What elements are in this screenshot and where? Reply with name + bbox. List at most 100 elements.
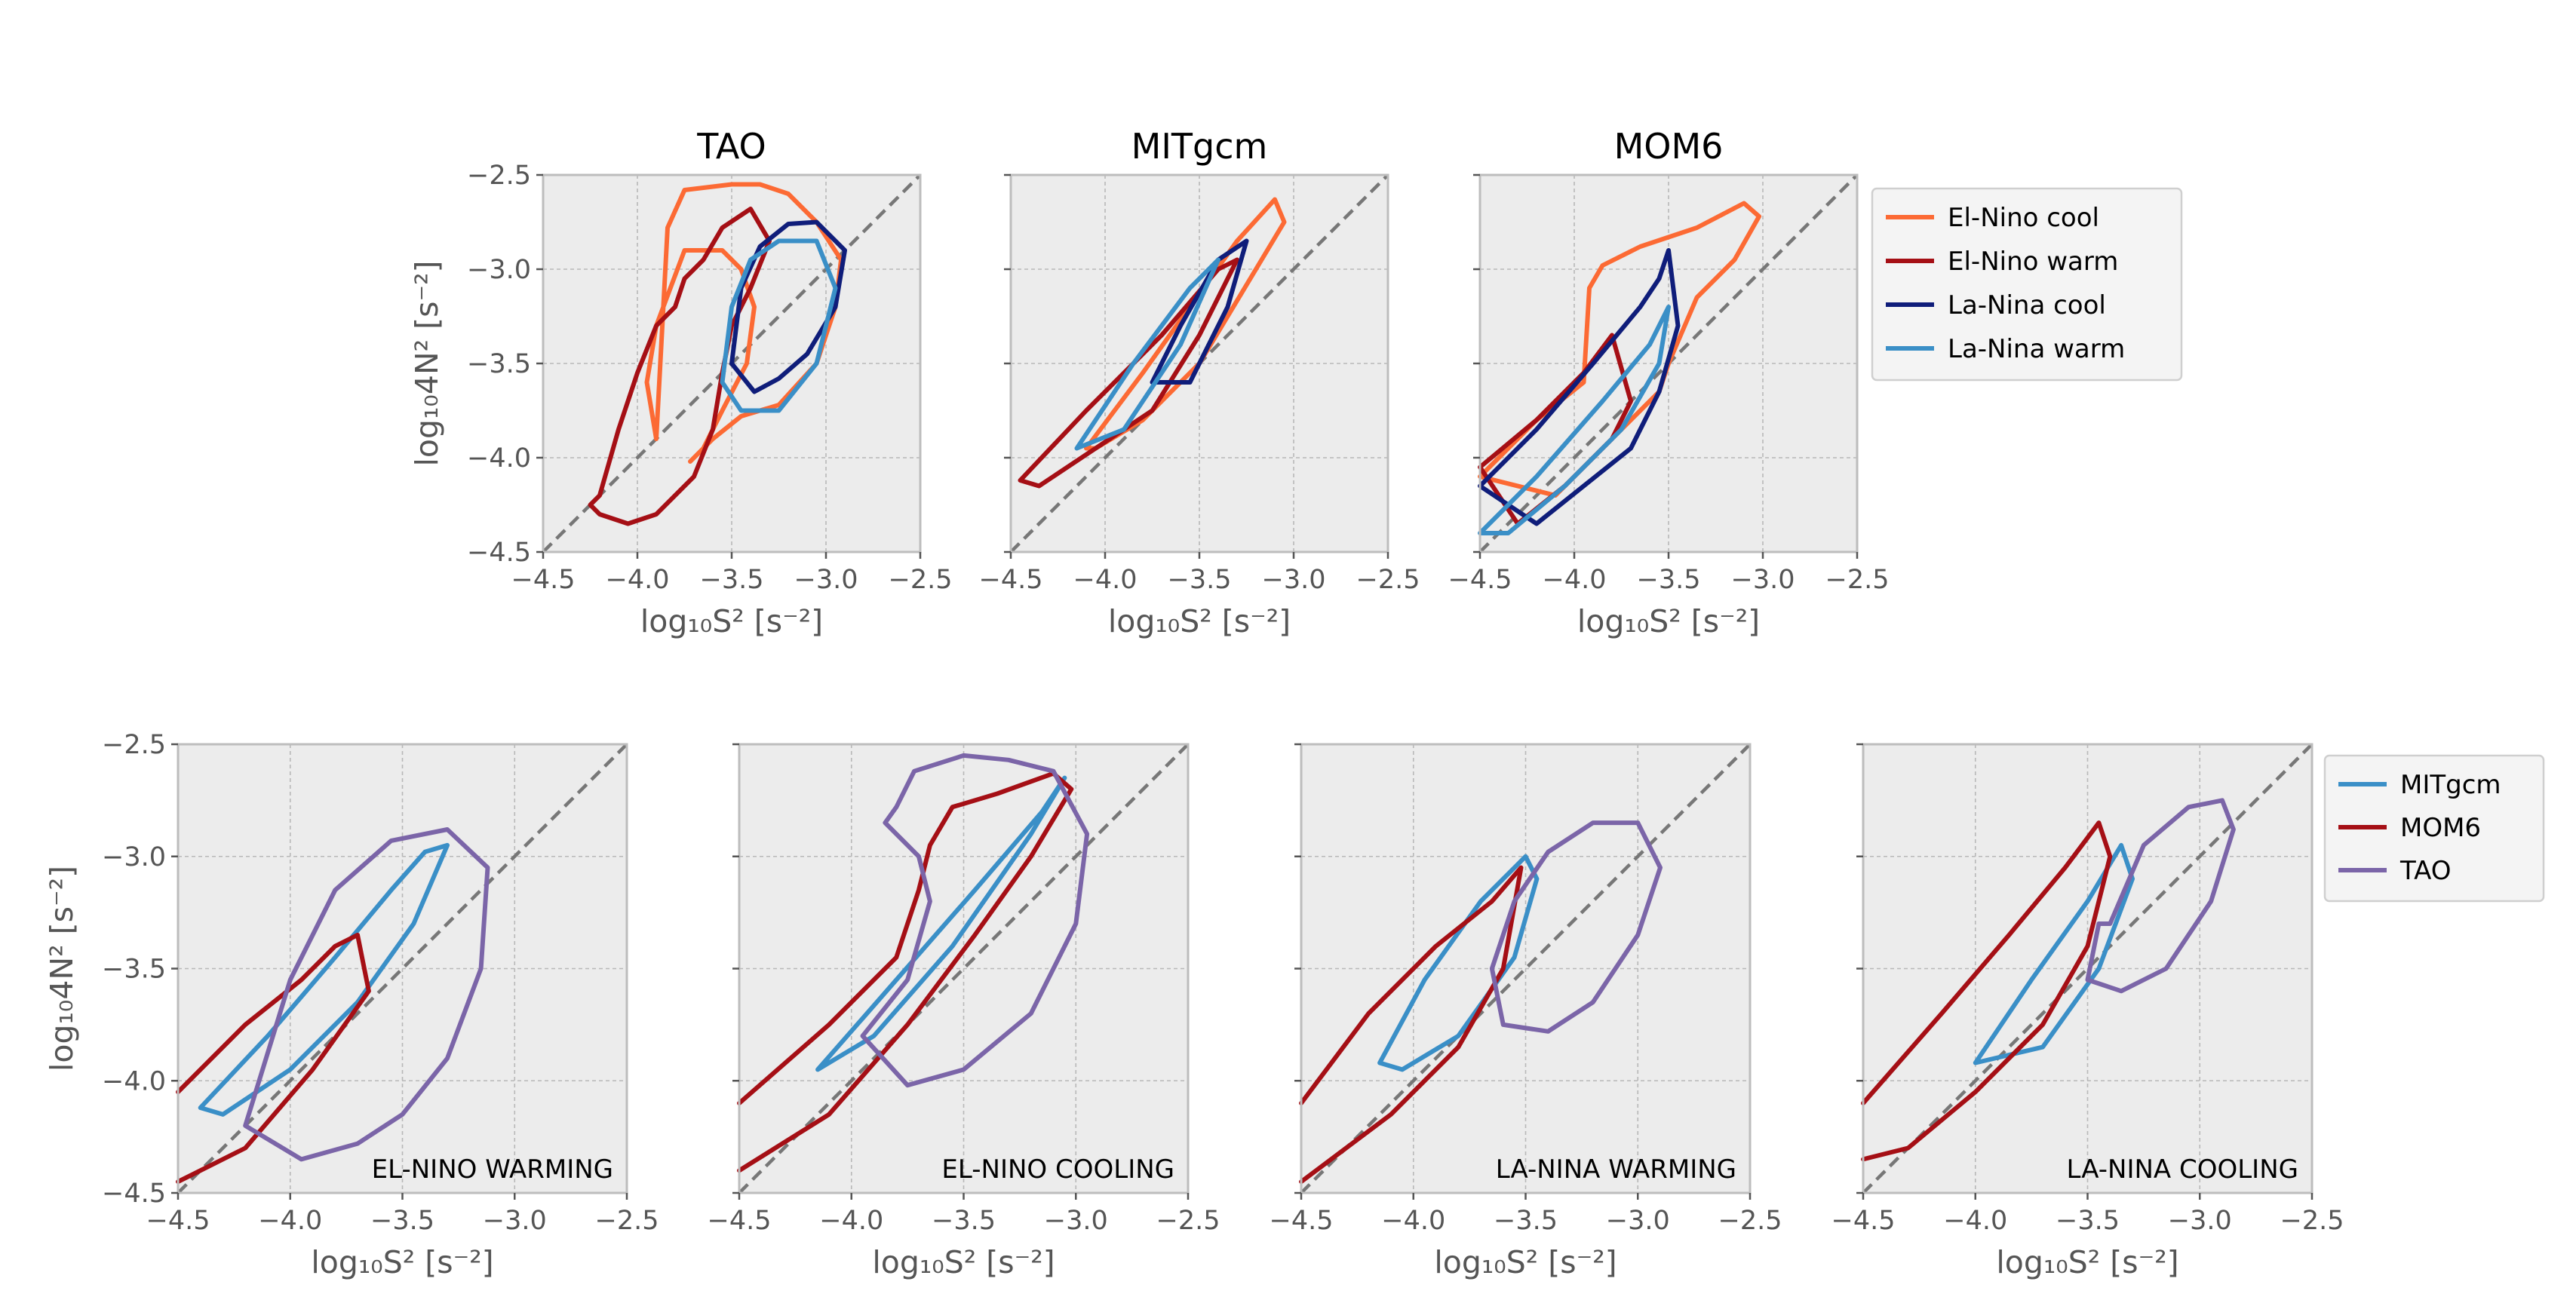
x-tick-label: −2.5: [2280, 1206, 2344, 1236]
series-contour-tao: [2085, 798, 2236, 994]
reference-line: [738, 743, 1190, 1194]
legend-box: [2323, 754, 2545, 903]
x-tick-label: −3.5: [1637, 565, 1701, 595]
series-contour-mitgcm: [1973, 842, 2135, 1065]
y-tick-label: −2.5: [467, 161, 531, 191]
x-tick-label: −3.5: [2056, 1206, 2120, 1236]
legend-entry: La-Nina warm: [1948, 334, 2125, 364]
x-axis-label: log₁₀S² [s⁻²]: [1577, 603, 1760, 639]
panel-5: −4.5 −4.0 −3.5 −3.0 −2.5 log₁₀S² [s⁻²] LA-NINA…: [1270, 743, 1782, 1280]
x-axis-label: log₁₀S² [s⁻²]: [311, 1244, 493, 1280]
y-tick-label: −4.0: [467, 443, 531, 474]
x-tick-label: −3.0: [2168, 1206, 2232, 1236]
panel-title: MOM6: [1614, 126, 1724, 167]
y-tick-label: −3.5: [102, 955, 166, 985]
x-tick-label: −4.5: [511, 565, 576, 595]
series-contour-el-nino-cool: [644, 182, 843, 464]
legend-entry: La-Nina cool: [1948, 290, 2106, 320]
series-contour-la-nina-warm: [1478, 305, 1671, 535]
x-tick-label: −4.5: [1831, 1206, 1896, 1236]
x-tick-label: −2.5: [595, 1206, 659, 1236]
x-tick-label: −2.5: [1718, 1206, 1782, 1236]
x-tick-label: −4.5: [979, 565, 1043, 595]
reference-line: [177, 743, 628, 1194]
y-tick-label: −4.5: [102, 1179, 166, 1209]
x-tick-label: −4.0: [1073, 565, 1138, 595]
x-tick-label: −2.5: [1156, 1206, 1220, 1236]
series-contour-mitgcm: [1377, 854, 1540, 1072]
x-tick-label: −3.0: [1606, 1206, 1670, 1236]
series-contour-la-nina-warm: [720, 238, 838, 413]
panel-6: −4.5 −4.0 −3.5 −3.0 −2.5 log₁₀S² [s⁻²] LA-NINA…: [1831, 743, 2344, 1280]
series-contour-mitgcm: [815, 775, 1067, 1072]
series-contour-mom6: [176, 932, 371, 1185]
y-axis-label: log₁₀4N² [s⁻²]: [44, 866, 80, 1072]
x-tick-label: −3.0: [1044, 1206, 1108, 1236]
y-tick-label: −2.5: [102, 730, 166, 760]
series-contour-el-nino-warm: [1018, 257, 1239, 489]
legend-entry: El-Nino cool: [1948, 203, 2099, 233]
panel-4: −4.5 −4.0 −3.5 −3.0 −2.5 log₁₀S² [s⁻²] EL-NINO…: [708, 743, 1220, 1280]
reference-line: [1862, 743, 2313, 1194]
x-tick-label: −4.5: [1448, 565, 1512, 595]
x-tick-label: −4.0: [606, 565, 670, 595]
series-contour-el-nino-warm: [588, 207, 772, 526]
y-axis-label: log₁₀4N² [s⁻²]: [409, 260, 445, 466]
panel-2: −4.5 −4.0 −3.5 −3.0 −2.5 log₁₀S² [s⁻²] MOM6: [1448, 126, 1890, 639]
legend-1: MITgcm MOM6 TAO: [2323, 754, 2545, 903]
x-tick-label: −3.5: [1494, 1206, 1558, 1236]
x-axis-label: log₁₀S² [s⁻²]: [1108, 603, 1291, 639]
legend-entry: MITgcm: [2400, 770, 2501, 800]
series-contour-la-nina-cool: [1150, 238, 1249, 385]
y-tick-label: −3.5: [467, 349, 531, 379]
x-tick-label: −4.0: [258, 1206, 322, 1236]
series-contour-tao: [243, 827, 490, 1162]
series-contour-tao: [1489, 820, 1663, 1034]
x-tick-label: −3.0: [1262, 565, 1326, 595]
panel-3: −4.5 −4.0 −3.5 −3.0 −2.5 −4.5 −4.0 −3.5 −3.0 −2.5…: [44, 730, 659, 1280]
series-contour-el-nino-cool: [1478, 201, 1761, 498]
reference-line: [1300, 743, 1752, 1194]
x-axis-label: log₁₀S² [s⁻²]: [1434, 1244, 1617, 1280]
series-contour-mom6: [737, 771, 1074, 1173]
x-tick-label: −3.5: [932, 1206, 996, 1236]
x-axis-label: log₁₀S² [s⁻²]: [1996, 1244, 2178, 1280]
x-tick-label: −2.5: [1825, 565, 1890, 595]
panel-0: −4.5 −4.0 −3.5 −3.0 −2.5 −4.5 −4.0 −3.5 −3.0 −2.5…: [409, 126, 953, 639]
panel-annotation: EL-NINO WARMING: [372, 1154, 613, 1185]
x-tick-label: −4.0: [819, 1206, 883, 1236]
legend-entry: TAO: [2399, 856, 2452, 886]
series-contour-mom6: [1861, 820, 2113, 1162]
series-contour-mom6: [1299, 865, 1524, 1185]
x-tick-label: −4.0: [1943, 1206, 2007, 1236]
x-tick-label: −4.5: [708, 1206, 772, 1236]
x-tick-label: −4.0: [1381, 1206, 1445, 1236]
x-axis-label: log₁₀S² [s⁻²]: [872, 1244, 1055, 1280]
panel-annotation: LA-NINA COOLING: [2067, 1154, 2298, 1185]
x-tick-label: −3.0: [483, 1206, 547, 1236]
series-contour-la-nina-warm: [1074, 257, 1220, 451]
x-tick-label: −4.0: [1543, 565, 1607, 595]
x-tick-label: −4.5: [146, 1206, 210, 1236]
x-tick-label: −3.5: [700, 565, 764, 595]
x-tick-label: −4.5: [1270, 1206, 1334, 1236]
x-tick-label: −3.5: [370, 1206, 434, 1236]
legend-box: [1871, 187, 2183, 382]
x-axis-label: log₁₀S² [s⁻²]: [640, 603, 823, 639]
series-contour-la-nina-cool: [729, 219, 847, 394]
legend-0: El-Nino cool El-Nino warm La-Nina cool La-N…: [1871, 187, 2183, 382]
panel-1: −4.5 −4.0 −3.5 −3.0 −2.5 log₁₀S² [s⁻²] MITgcm: [979, 126, 1420, 639]
y-tick-label: −4.0: [102, 1066, 166, 1096]
x-tick-label: −2.5: [889, 565, 953, 595]
x-tick-label: −2.5: [1356, 565, 1420, 595]
legend-entry: El-Nino warm: [1948, 247, 2118, 277]
panel-title: MITgcm: [1131, 126, 1268, 167]
legend-entry: MOM6: [2400, 813, 2481, 843]
series-contour-la-nina-cool: [1478, 248, 1681, 526]
series-contour-mitgcm: [198, 842, 450, 1117]
x-tick-label: −3.0: [1731, 565, 1795, 595]
panel-title: TAO: [696, 126, 766, 167]
x-tick-label: −3.0: [794, 565, 858, 595]
y-tick-label: −3.0: [102, 842, 166, 872]
